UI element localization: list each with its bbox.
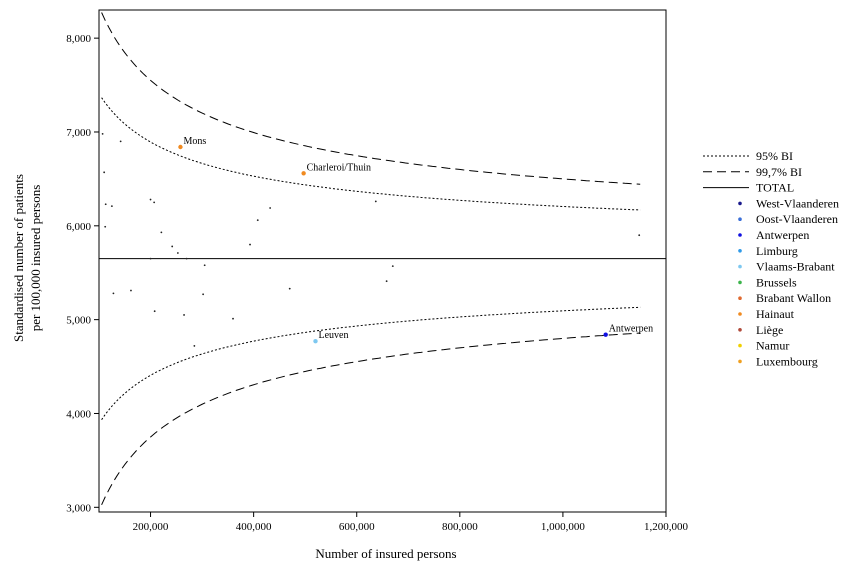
y-axis-title-line1: Standardised number of patients — [11, 174, 26, 342]
point-label: Mons — [183, 136, 206, 147]
legend-region-label: Antwerpen — [756, 228, 809, 242]
data-point — [391, 265, 394, 268]
ci95-upper — [101, 97, 641, 211]
data-point — [202, 293, 205, 296]
x-tick-label: 800,000 — [442, 521, 478, 533]
data-point — [171, 245, 174, 248]
legend-region-label: Brabant Wallon — [756, 291, 831, 305]
data-point — [638, 234, 641, 237]
x-tick-label: 1,000,000 — [541, 521, 586, 533]
data-point — [153, 201, 156, 204]
y-tick-label: 3,000 — [66, 502, 91, 514]
labeled-point — [313, 339, 318, 344]
data-point — [269, 207, 272, 209]
legend-line-label: 99,7% BI — [756, 165, 802, 179]
data-point — [183, 314, 185, 316]
legend-marker — [738, 264, 742, 269]
data-points: Mons Charleroi/Thuin Leuven Antwerpen — [101, 132, 653, 347]
legend-region-label: Brussels — [756, 275, 797, 289]
data-point — [374, 200, 377, 203]
data-point — [185, 257, 188, 260]
y-tick-label: 8,000 — [66, 33, 91, 45]
data-point — [385, 280, 388, 283]
legend-marker — [738, 312, 742, 316]
data-point — [103, 171, 106, 174]
data-point — [101, 132, 104, 135]
point-label: Antwerpen — [609, 324, 653, 335]
ci997-upper — [101, 12, 641, 185]
legend-region-label: Liège — [756, 323, 783, 337]
data-point — [256, 219, 259, 222]
y-tick-label: 6,000 — [66, 221, 91, 233]
x-tick-label: 400,000 — [236, 521, 272, 533]
data-point — [149, 198, 152, 201]
x-tick-label: 1,200,000 — [644, 521, 689, 533]
legend-line-label: 95% BI — [756, 149, 793, 163]
legend-marker — [738, 233, 742, 237]
plot-frame — [98, 9, 667, 513]
labeled-point — [603, 332, 608, 337]
data-point — [153, 310, 156, 313]
data-point — [104, 225, 107, 228]
funnel-lines — [99, 12, 666, 506]
labeled-point — [301, 171, 306, 176]
ci997-lower — [101, 332, 641, 506]
legend-marker — [738, 217, 742, 221]
x-tick-label: 600,000 — [339, 521, 375, 533]
data-point — [249, 243, 251, 246]
legend-region-label: Hainaut — [756, 307, 795, 321]
data-point — [176, 252, 179, 254]
legend-region-label: Namur — [756, 339, 789, 353]
y-tick-label: 4,000 — [66, 408, 91, 420]
legend-region-label: Vlaams-Brabant — [756, 260, 835, 274]
point-label: Leuven — [318, 330, 348, 341]
x-tick-label: 200,000 — [133, 521, 169, 533]
legend-region-label: Limburg — [756, 244, 798, 258]
legend-marker — [738, 201, 742, 206]
legend-marker — [738, 328, 742, 332]
legend-region-label: Oost-Vlaanderen — [756, 212, 838, 226]
data-point — [203, 264, 206, 267]
point-label: Charleroi/Thuin — [307, 162, 371, 173]
data-point — [110, 205, 113, 208]
legend-marker — [738, 280, 742, 285]
legend-marker — [738, 296, 742, 301]
legend-region-label: West-Vlaanderen — [756, 196, 839, 210]
data-point — [193, 345, 196, 347]
data-point — [149, 257, 152, 260]
legend-marker — [738, 359, 742, 364]
data-point — [232, 317, 234, 320]
data-point — [112, 292, 115, 295]
y-tick-label: 5,000 — [66, 315, 91, 327]
data-point — [130, 289, 132, 292]
legend-marker — [738, 343, 742, 348]
data-point — [104, 203, 107, 206]
data-point — [288, 287, 291, 290]
data-point — [119, 140, 122, 143]
axes: 200,000 400,000 600,000 800,000 1,000,000 1,2… — [66, 33, 688, 533]
ci95-lower — [101, 306, 641, 420]
y-axis-title-line2: per 100,000 insured persons — [28, 185, 43, 332]
legend-line-label: TOTAL — [756, 181, 794, 195]
legend-marker — [738, 249, 742, 253]
legend-region-label: Luxembourg — [756, 354, 818, 368]
data-point — [160, 231, 163, 234]
x-axis-title: Number of insured persons — [315, 546, 456, 561]
y-tick-label: 7,000 — [66, 127, 91, 139]
labeled-point — [178, 144, 183, 150]
